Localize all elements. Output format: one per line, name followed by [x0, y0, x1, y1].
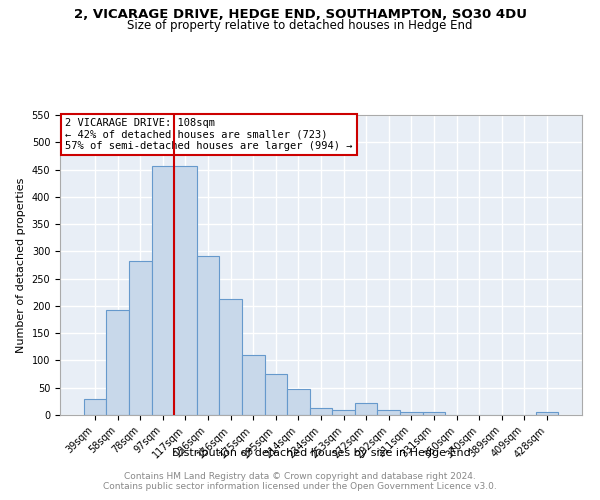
Bar	[400, 412, 422, 415]
Bar	[197, 256, 220, 415]
Bar	[265, 374, 287, 415]
Bar	[310, 408, 332, 415]
Text: Contains public sector information licensed under the Open Government Licence v3: Contains public sector information licen…	[103, 482, 497, 491]
Bar	[152, 166, 174, 415]
Text: Size of property relative to detached houses in Hedge End: Size of property relative to detached ho…	[127, 18, 473, 32]
Bar	[174, 166, 197, 415]
Text: 2, VICARAGE DRIVE, HEDGE END, SOUTHAMPTON, SO30 4DU: 2, VICARAGE DRIVE, HEDGE END, SOUTHAMPTO…	[74, 8, 527, 20]
Bar	[355, 403, 377, 415]
Bar	[536, 412, 558, 415]
Bar	[220, 299, 242, 415]
Bar	[106, 310, 129, 415]
Bar	[332, 410, 355, 415]
Bar	[129, 260, 152, 415]
Text: 2 VICARAGE DRIVE: 108sqm
← 42% of detached houses are smaller (723)
57% of semi-: 2 VICARAGE DRIVE: 108sqm ← 42% of detach…	[65, 118, 353, 151]
Bar	[377, 410, 400, 415]
Bar	[84, 398, 106, 415]
Text: Contains HM Land Registry data © Crown copyright and database right 2024.: Contains HM Land Registry data © Crown c…	[124, 472, 476, 481]
Bar	[287, 390, 310, 415]
Y-axis label: Number of detached properties: Number of detached properties	[16, 178, 26, 352]
Bar	[242, 355, 265, 415]
Text: Distribution of detached houses by size in Hedge End: Distribution of detached houses by size …	[172, 448, 470, 458]
Bar	[422, 412, 445, 415]
